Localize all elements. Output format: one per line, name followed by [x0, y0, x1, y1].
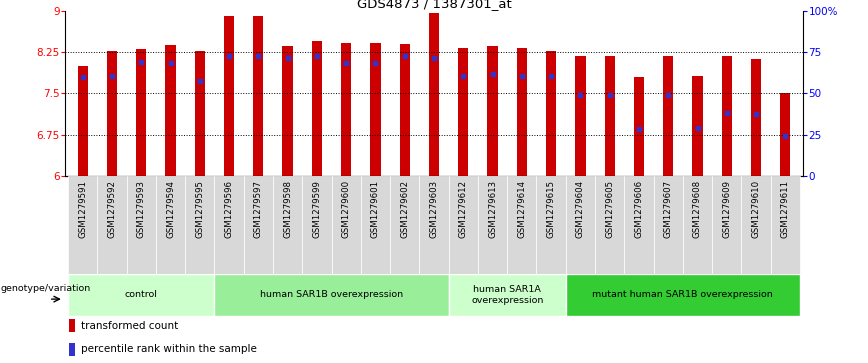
- Bar: [214, 274, 449, 316]
- Bar: [751, 59, 761, 176]
- Title: GDS4873 / 1387301_at: GDS4873 / 1387301_at: [357, 0, 511, 10]
- Text: GSM1279609: GSM1279609: [722, 180, 731, 238]
- Bar: [741, 176, 771, 274]
- Bar: [399, 44, 410, 176]
- Bar: [624, 176, 654, 274]
- Bar: [780, 93, 791, 176]
- Bar: [68, 176, 97, 274]
- Bar: [566, 274, 800, 316]
- Bar: [273, 176, 302, 274]
- Bar: [634, 77, 644, 176]
- Text: GSM1279605: GSM1279605: [605, 180, 615, 238]
- Text: human SAR1B overexpression: human SAR1B overexpression: [260, 290, 403, 299]
- Bar: [166, 45, 175, 176]
- Bar: [371, 43, 380, 176]
- Bar: [663, 56, 674, 176]
- Bar: [69, 319, 76, 333]
- Text: GSM1279600: GSM1279600: [342, 180, 351, 238]
- Bar: [156, 176, 185, 274]
- Bar: [595, 176, 624, 274]
- Bar: [683, 176, 712, 274]
- Text: GSM1279612: GSM1279612: [459, 180, 468, 238]
- Bar: [429, 13, 439, 176]
- Bar: [507, 176, 536, 274]
- Text: GSM1279601: GSM1279601: [371, 180, 380, 238]
- Bar: [419, 176, 449, 274]
- Text: GSM1279603: GSM1279603: [430, 180, 438, 238]
- Text: GSM1279608: GSM1279608: [693, 180, 702, 238]
- Text: control: control: [125, 290, 158, 299]
- Bar: [546, 50, 556, 176]
- Text: GSM1279614: GSM1279614: [517, 180, 526, 238]
- Text: GSM1279602: GSM1279602: [400, 180, 409, 238]
- Bar: [69, 343, 76, 356]
- Text: GSM1279599: GSM1279599: [312, 180, 321, 238]
- Bar: [332, 176, 361, 274]
- Bar: [721, 56, 732, 176]
- Bar: [282, 46, 293, 176]
- Bar: [536, 176, 566, 274]
- Bar: [390, 176, 419, 274]
- Text: GSM1279591: GSM1279591: [78, 180, 87, 238]
- Text: GSM1279594: GSM1279594: [166, 180, 175, 238]
- Text: GSM1279597: GSM1279597: [253, 180, 263, 238]
- Text: GSM1279610: GSM1279610: [752, 180, 760, 238]
- Text: genotype/variation: genotype/variation: [1, 284, 91, 293]
- Bar: [712, 176, 741, 274]
- Text: GSM1279615: GSM1279615: [547, 180, 556, 238]
- Bar: [77, 66, 88, 176]
- Bar: [253, 16, 264, 176]
- Text: GSM1279613: GSM1279613: [488, 180, 497, 238]
- Bar: [68, 274, 214, 316]
- Text: GSM1279593: GSM1279593: [137, 180, 146, 238]
- Bar: [194, 50, 205, 176]
- Bar: [771, 176, 800, 274]
- Bar: [97, 176, 127, 274]
- Bar: [566, 176, 595, 274]
- Bar: [185, 176, 214, 274]
- Text: GSM1279604: GSM1279604: [575, 180, 585, 238]
- Bar: [604, 56, 615, 176]
- Text: percentile rank within the sample: percentile rank within the sample: [81, 344, 257, 354]
- Bar: [107, 50, 117, 176]
- Bar: [575, 56, 586, 176]
- Text: human SAR1A
overexpression: human SAR1A overexpression: [471, 285, 543, 305]
- Bar: [341, 43, 352, 176]
- Bar: [458, 48, 469, 176]
- Bar: [488, 46, 497, 176]
- Text: GSM1279611: GSM1279611: [781, 180, 790, 238]
- Bar: [224, 16, 234, 176]
- Bar: [449, 176, 478, 274]
- Bar: [244, 176, 273, 274]
- Bar: [136, 49, 147, 176]
- Bar: [312, 41, 322, 176]
- Text: transformed count: transformed count: [81, 321, 178, 331]
- Bar: [214, 176, 244, 274]
- Bar: [516, 48, 527, 176]
- Text: GSM1279606: GSM1279606: [635, 180, 643, 238]
- Bar: [302, 176, 332, 274]
- Text: mutant human SAR1B overexpression: mutant human SAR1B overexpression: [593, 290, 773, 299]
- Text: GSM1279598: GSM1279598: [283, 180, 293, 238]
- Bar: [361, 176, 390, 274]
- Text: GSM1279607: GSM1279607: [664, 180, 673, 238]
- Bar: [449, 274, 566, 316]
- Bar: [478, 176, 507, 274]
- Bar: [127, 176, 156, 274]
- Text: GSM1279595: GSM1279595: [195, 180, 204, 238]
- Bar: [693, 76, 702, 176]
- Bar: [654, 176, 683, 274]
- Text: GSM1279592: GSM1279592: [108, 180, 116, 238]
- Text: GSM1279596: GSM1279596: [225, 180, 233, 238]
